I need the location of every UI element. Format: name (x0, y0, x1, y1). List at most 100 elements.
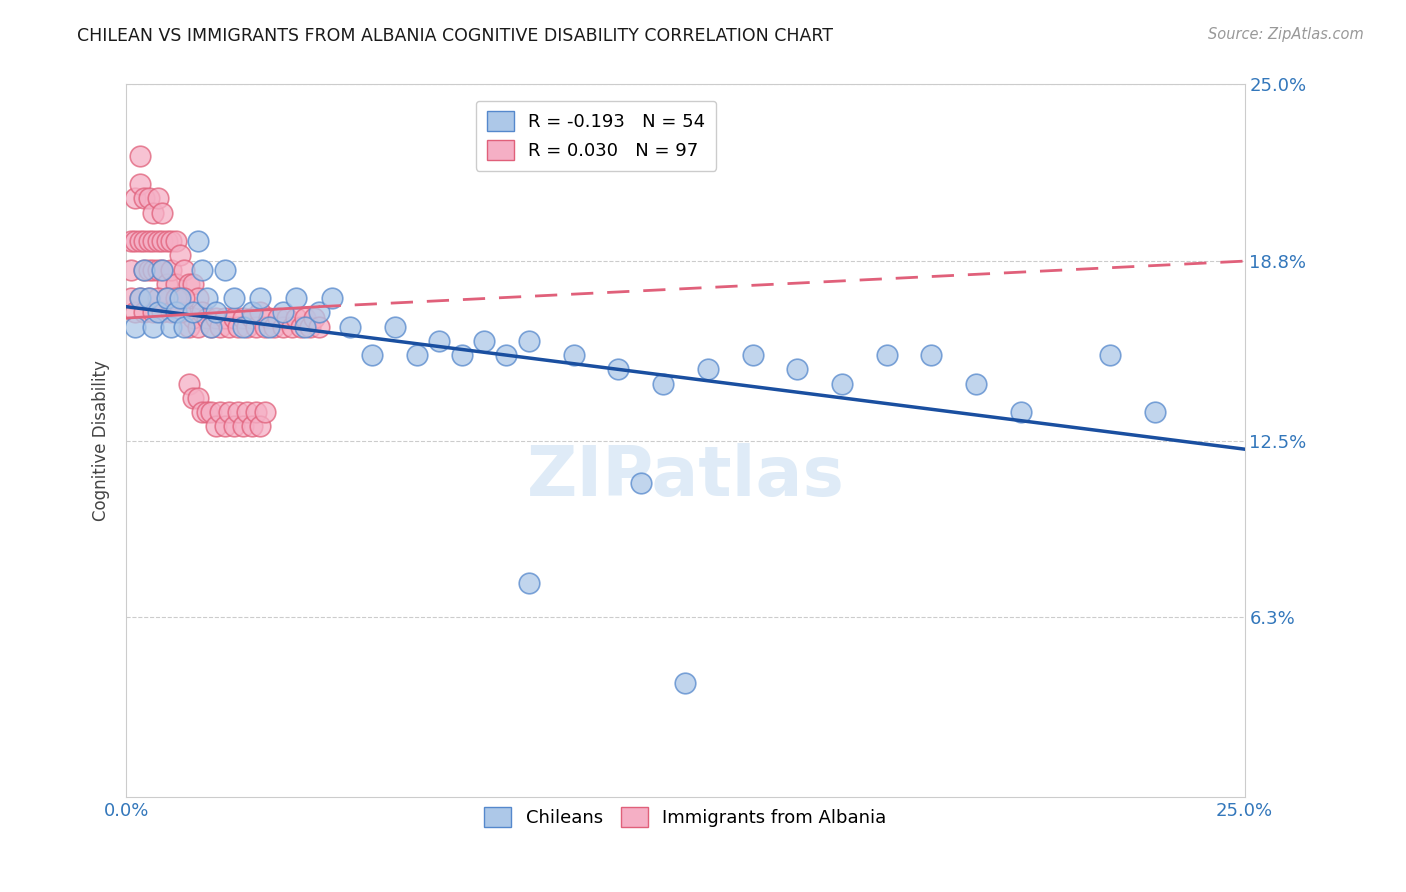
Point (138, 191, 160, 205)
Point (128, 291, 150, 305)
Point (1099, 348, 1122, 362)
Point (240, 311, 263, 326)
Point (150, 205, 173, 219)
Point (339, 319, 361, 334)
Point (429, 334, 451, 348)
Point (276, 311, 298, 326)
Point (630, 476, 652, 491)
Text: ZIPatlas: ZIPatlas (526, 442, 845, 509)
Point (218, 319, 240, 334)
Point (673, 675, 696, 690)
Text: Source: ZipAtlas.com: Source: ZipAtlas.com (1208, 27, 1364, 42)
Point (294, 311, 316, 326)
Point (290, 319, 312, 334)
Point (214, 419, 236, 434)
Point (150, 305, 173, 319)
Point (226, 405, 249, 419)
Point (124, 319, 146, 334)
Point (232, 419, 254, 434)
Point (173, 291, 195, 305)
Point (259, 311, 281, 326)
Point (249, 419, 271, 434)
Point (146, 291, 169, 305)
Point (652, 376, 675, 391)
Point (169, 291, 191, 305)
Point (267, 311, 290, 326)
Point (169, 305, 191, 319)
Point (384, 319, 406, 334)
Point (200, 405, 222, 419)
Point (240, 419, 263, 434)
Point (245, 405, 267, 419)
Point (142, 234, 165, 248)
Point (607, 362, 630, 376)
Point (134, 234, 156, 248)
Point (214, 311, 236, 326)
Point (187, 234, 209, 248)
Point (128, 149, 150, 163)
Point (142, 262, 165, 277)
Point (146, 234, 169, 248)
Point (222, 291, 245, 305)
Point (146, 191, 169, 205)
Point (150, 234, 173, 248)
Point (361, 348, 384, 362)
Point (406, 348, 429, 362)
Point (142, 319, 165, 334)
Point (173, 305, 195, 319)
Point (741, 348, 763, 362)
Point (450, 348, 472, 362)
Point (160, 234, 183, 248)
Point (138, 262, 160, 277)
Point (128, 177, 150, 191)
Point (134, 191, 156, 205)
Point (236, 319, 259, 334)
Point (120, 262, 142, 277)
Point (249, 305, 271, 319)
Point (160, 319, 183, 334)
Point (191, 405, 214, 419)
Point (187, 319, 209, 334)
Point (195, 311, 218, 326)
Point (281, 319, 304, 334)
Point (120, 234, 142, 248)
Point (173, 319, 195, 334)
Point (128, 291, 150, 305)
Point (562, 348, 585, 362)
Point (146, 305, 169, 319)
Point (285, 291, 308, 305)
Point (308, 319, 330, 334)
Point (177, 319, 200, 334)
Point (191, 262, 214, 277)
Point (240, 305, 263, 319)
Point (298, 319, 321, 334)
Point (253, 319, 276, 334)
Point (150, 262, 173, 277)
Point (214, 262, 236, 277)
Point (204, 311, 226, 326)
Point (236, 405, 259, 419)
Point (134, 262, 156, 277)
Point (165, 291, 187, 305)
Point (517, 576, 540, 591)
Point (876, 348, 898, 362)
Point (165, 305, 187, 319)
Point (308, 305, 330, 319)
Point (226, 319, 249, 334)
Point (142, 205, 165, 219)
Point (138, 291, 160, 305)
Point (209, 319, 232, 334)
Point (124, 234, 146, 248)
Point (173, 262, 195, 277)
Point (232, 311, 254, 326)
Point (160, 262, 183, 277)
Point (165, 277, 187, 291)
Point (195, 291, 218, 305)
Point (517, 334, 540, 348)
Point (204, 305, 226, 319)
Point (495, 348, 517, 362)
Point (294, 319, 316, 334)
Point (183, 277, 205, 291)
Point (177, 376, 200, 391)
Point (128, 234, 150, 248)
